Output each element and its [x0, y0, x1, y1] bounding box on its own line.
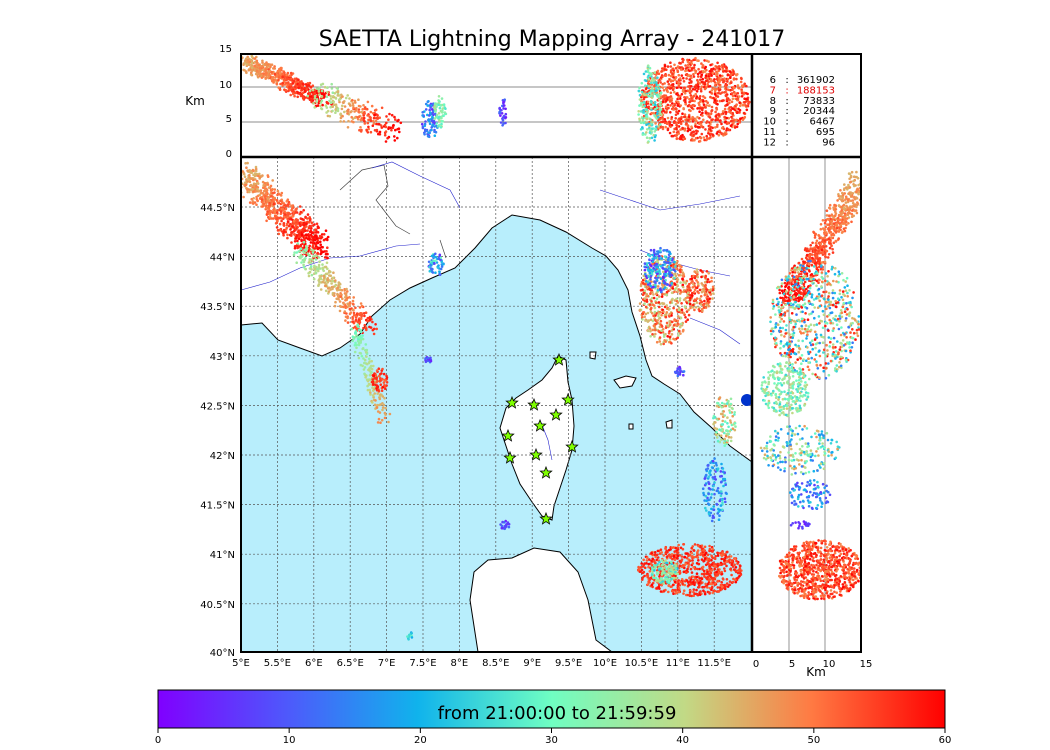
colorbar-tick-label: 40	[676, 735, 689, 746]
station-counts-legend: 6:3619027:1881538:738339:2034410:646711:…	[752, 54, 861, 157]
side-x-tick: 0	[753, 659, 759, 670]
station-id: 11	[763, 127, 776, 138]
lat-tick-label: 40°N	[210, 648, 235, 659]
station-star-icon	[501, 428, 515, 442]
lma-stations	[501, 352, 579, 525]
panel-frames	[240, 53, 862, 653]
colorbar-tick-label: 30	[545, 735, 558, 746]
lat-tick-label: 41°N	[210, 550, 235, 561]
lon-tick-label: 7.5°E	[409, 658, 436, 669]
lon-tick-label: 8.5°E	[482, 658, 509, 669]
lon-tick-label: 11°E	[666, 658, 690, 669]
lon-tick-label: 10.5°E	[625, 658, 659, 669]
side-altitude-panel	[752, 157, 861, 652]
station-star-icon	[503, 450, 517, 464]
lat-tick-label: 41.5°N	[200, 501, 235, 512]
sardinia-island	[469, 547, 613, 652]
station-id: 8	[770, 96, 776, 107]
station-star-icon	[539, 511, 553, 525]
station-star-icon	[505, 395, 519, 409]
lat-tick-label: 44°N	[210, 253, 235, 264]
figure-title: SAETTA Lightning Mapping Array - 241017	[319, 27, 786, 52]
station-star-icon	[527, 397, 541, 411]
station-sep: :	[785, 96, 788, 107]
lon-tick-label: 8°E	[451, 658, 469, 669]
station-id: 9	[770, 106, 776, 117]
top-y-unit: Km	[185, 94, 205, 108]
side-x-tick: 10	[823, 659, 836, 670]
top-altitude-panel	[241, 54, 752, 157]
lon-tick-label: 9°E	[523, 658, 541, 669]
colorbar-tick-label: 60	[939, 735, 952, 746]
station-id: 6	[770, 75, 776, 86]
station-star-icon	[549, 407, 563, 421]
top-y-tick: 15	[219, 44, 232, 55]
lon-tick-label: 6.5°E	[337, 658, 364, 669]
station-sep: :	[785, 85, 788, 96]
lon-tick-label: 5°E	[232, 658, 250, 669]
station-count: 188153	[797, 85, 835, 96]
station-count: 695	[816, 127, 835, 138]
lightning-sources	[241, 161, 743, 641]
lon-tick-label: 6°E	[305, 658, 323, 669]
time-colorbar: from 21:00:00 to 21:59:59 0 10 20 30 40 50 60	[155, 689, 952, 746]
colorbar-tick-label: 0	[155, 735, 161, 746]
side-x-unit: Km	[806, 665, 826, 679]
station-id: 12	[763, 137, 776, 148]
station-sep: :	[785, 75, 788, 86]
lat-tick-label: 43.5°N	[200, 302, 235, 313]
top-y-tick: 10	[219, 80, 232, 91]
colorbar-tick-label: 10	[283, 735, 296, 746]
station-star-icon	[561, 392, 575, 406]
colorbar-tick-label: 50	[807, 735, 820, 746]
side-x-tick: 5	[789, 659, 795, 670]
montecristo-island	[628, 423, 634, 430]
country-borders	[339, 164, 447, 259]
top-y-tick: 0	[226, 149, 232, 160]
giglio-island	[665, 419, 673, 429]
lon-tick-label: 11.5°E	[697, 658, 731, 669]
lon-tick-label: 7°E	[378, 658, 396, 669]
top-y-tick: 5	[226, 114, 232, 125]
lon-tick-label: 10°E	[593, 658, 617, 669]
station-sep: :	[785, 117, 788, 128]
top-panel-sources	[241, 54, 751, 144]
plan-view-map	[241, 157, 752, 652]
lat-tick-label: 43°N	[210, 352, 235, 363]
station-star-icon	[539, 465, 553, 479]
station-sep: :	[785, 137, 788, 148]
station-star-icon	[552, 352, 566, 366]
colorbar-label: from 21:00:00 to 21:59:59	[438, 703, 677, 724]
sea-area	[241, 215, 752, 652]
station-count: 20344	[803, 106, 835, 117]
corsica-island	[499, 355, 575, 521]
lat-tick-label: 42°N	[210, 451, 235, 462]
lat-tick-label: 44.5°N	[200, 203, 235, 214]
elba-island	[613, 375, 637, 389]
lon-tick-label: 9.5°E	[555, 658, 582, 669]
station-count: 361902	[797, 75, 835, 86]
station-sep: :	[785, 127, 788, 138]
station-star-icon	[565, 439, 579, 453]
station-star-icon	[533, 418, 547, 432]
lon-tick-label: 5.5°E	[264, 658, 291, 669]
station-sep: :	[785, 106, 788, 117]
station-id: 10	[763, 117, 776, 128]
lat-tick-label: 40.5°N	[200, 600, 235, 611]
station-count: 6467	[810, 117, 835, 128]
side-panel-sources	[759, 170, 861, 601]
station-count: 73833	[803, 96, 835, 107]
station-id: 7	[770, 85, 776, 96]
rivers	[241, 161, 741, 641]
lat-tick-label: 42.5°N	[200, 401, 235, 412]
reference-marker	[741, 394, 752, 406]
side-x-tick: 15	[860, 659, 873, 670]
colorbar-tick-label: 20	[414, 735, 427, 746]
mainland-coastline	[241, 214, 752, 463]
station-star-icon	[529, 447, 543, 461]
station-count: 96	[822, 137, 835, 148]
